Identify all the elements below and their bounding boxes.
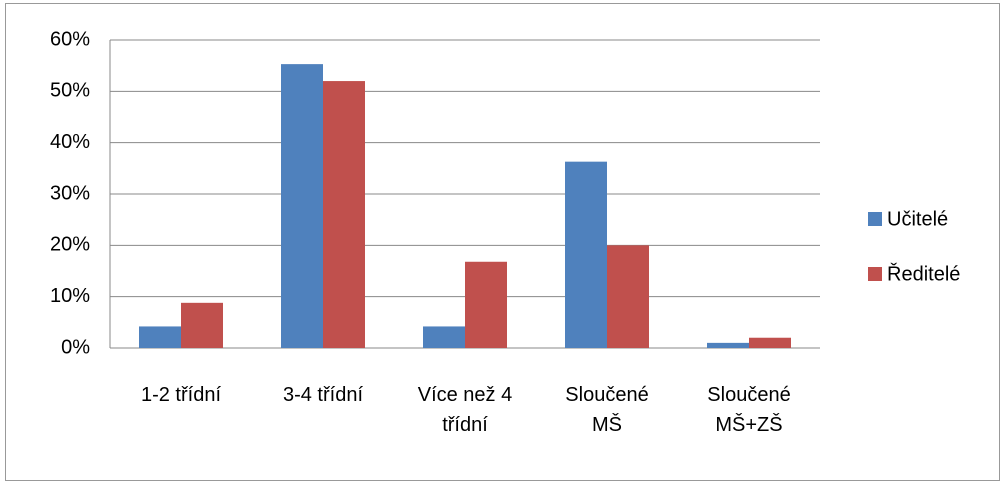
y-tick-label: 0% xyxy=(61,336,90,358)
chart-frame xyxy=(5,3,1000,481)
bar xyxy=(749,337,791,348)
legend-label: Ředitelé xyxy=(887,262,960,285)
bar xyxy=(423,326,465,348)
legend-swatch xyxy=(868,212,882,226)
bar xyxy=(607,245,649,348)
bar xyxy=(281,64,323,349)
x-tick-label: 3-4 třídní xyxy=(282,384,364,406)
x-tick-label: Více než 4 třídní xyxy=(417,384,513,436)
y-tick-label: 10% xyxy=(50,285,90,307)
bar xyxy=(707,342,749,348)
bar xyxy=(323,81,365,349)
y-tick-label: 50% xyxy=(50,80,90,102)
x-tick-label: 1-2 třídní xyxy=(140,384,222,406)
x-tick-label: Sloučené MŠ+ZŠ xyxy=(707,384,791,436)
bar xyxy=(139,326,181,348)
y-tick-label: 60% xyxy=(50,28,90,50)
y-tick-label: 30% xyxy=(50,182,90,204)
bar xyxy=(465,261,507,348)
y-tick-label: 20% xyxy=(50,234,90,256)
bar xyxy=(181,302,223,348)
bar xyxy=(565,161,607,348)
y-tick-label: 40% xyxy=(50,131,90,153)
x-tick-label: Sloučené MŠ xyxy=(565,384,649,436)
legend-label: Učitelé xyxy=(887,208,948,230)
legend-swatch xyxy=(868,267,882,281)
